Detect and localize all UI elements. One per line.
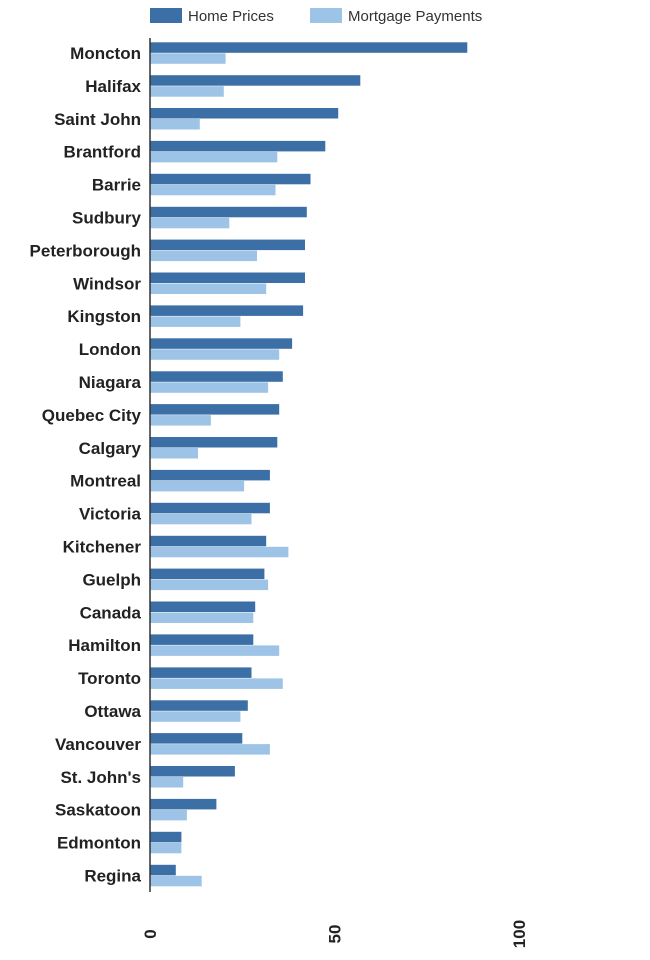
legend-label: Mortgage Payments (348, 8, 482, 25)
bar-group (150, 42, 468, 887)
x-tick-label: 0 (141, 929, 160, 938)
category-label: Saint John (54, 110, 141, 129)
bar-home-prices (150, 634, 254, 645)
category-label: Saskatoon (55, 801, 141, 820)
bar-home-prices (150, 469, 270, 481)
bar-mortgage-payments (150, 809, 187, 821)
bar-home-prices (150, 371, 283, 382)
category-label: Montreal (70, 472, 141, 491)
category-label: Barrie (92, 176, 141, 195)
bar-mortgage-payments (150, 349, 280, 360)
bar-home-prices (150, 700, 248, 711)
category-label: Hamilton (68, 636, 141, 655)
category-label: Vancouver (55, 735, 141, 754)
legend-swatch-home-prices (150, 8, 182, 23)
category-label: Guelph (82, 570, 141, 589)
bar-home-prices (150, 206, 307, 218)
category-label: Regina (84, 867, 141, 886)
bar-home-prices (150, 404, 280, 415)
category-label: Victoria (79, 505, 142, 524)
bar-mortgage-payments (150, 415, 211, 426)
category-label: Sudbury (72, 209, 141, 228)
category-label: Windsor (73, 274, 141, 293)
bar-home-prices (150, 733, 243, 744)
bar-home-prices (150, 437, 278, 448)
bar-mortgage-payments (150, 53, 226, 64)
bar-mortgage-payments (150, 579, 269, 591)
bar-mortgage-payments (150, 744, 270, 755)
bar-mortgage-payments (150, 645, 280, 656)
category-label: Edmonton (57, 834, 141, 853)
category-label: Brantford (64, 143, 141, 162)
legend-label: Home Prices (188, 8, 274, 25)
bar-mortgage-payments (150, 480, 245, 492)
bar-home-prices (150, 305, 304, 316)
bar-home-prices (150, 108, 339, 119)
bar-mortgage-payments (150, 283, 267, 294)
bar-mortgage-payments (150, 875, 202, 887)
legend-swatch-mortgage-payments (310, 8, 342, 23)
bar-mortgage-payments (150, 777, 184, 788)
bar-home-prices (150, 140, 326, 152)
bar-home-prices (150, 831, 182, 843)
bar-home-prices (150, 173, 311, 185)
bar-mortgage-payments (150, 86, 224, 97)
chart-legend: Home Prices Mortgage Payments (150, 8, 482, 25)
bar-home-prices (150, 75, 361, 86)
bar-mortgage-payments (150, 382, 269, 393)
bar-home-prices (150, 338, 293, 349)
bar-mortgage-payments (150, 119, 200, 130)
bar-mortgage-payments (150, 217, 230, 229)
bar-home-prices (150, 601, 256, 612)
category-label: Canada (80, 603, 142, 622)
category-label: Peterborough (30, 241, 141, 260)
category-label: Ottawa (84, 702, 141, 721)
bar-mortgage-payments (150, 678, 283, 689)
bar-home-prices (150, 798, 217, 810)
bar-mortgage-payments (150, 250, 257, 262)
bar-home-prices (150, 42, 468, 53)
bar-home-prices (150, 667, 252, 678)
category-label: Kingston (67, 307, 141, 326)
bar-home-prices (150, 502, 270, 514)
category-label: Quebec City (42, 406, 142, 425)
bar-home-prices (150, 568, 265, 580)
bar-mortgage-payments (150, 316, 241, 327)
category-label: Kitchener (63, 538, 142, 557)
bar-mortgage-payments (150, 184, 276, 196)
bar-home-prices (150, 864, 176, 876)
category-label: Moncton (70, 44, 141, 63)
category-label: London (79, 340, 141, 359)
bar-mortgage-payments (150, 711, 241, 722)
x-tick-label: 100 (510, 920, 529, 948)
bar-home-prices (150, 239, 305, 251)
category-label: St. John's (60, 768, 141, 787)
category-label: Halifax (85, 77, 141, 96)
x-axis-ticks: 0 50 100 (141, 920, 529, 948)
bar-home-prices (150, 272, 305, 283)
bar-mortgage-payments (150, 513, 252, 525)
bar-mortgage-payments (150, 546, 289, 558)
bar-mortgage-payments (150, 448, 198, 459)
bar-mortgage-payments (150, 151, 278, 163)
category-label: Calgary (79, 439, 142, 458)
category-label: Toronto (78, 669, 141, 688)
bar-mortgage-payments (150, 612, 254, 623)
category-labels: Moncton Halifax Saint John Brantford Barrie S… (30, 44, 142, 886)
x-tick-label: 50 (326, 925, 345, 944)
bar-home-prices (150, 766, 235, 777)
bar-home-prices (150, 535, 267, 547)
category-label: Niagara (79, 373, 142, 392)
bar-mortgage-payments (150, 842, 182, 854)
